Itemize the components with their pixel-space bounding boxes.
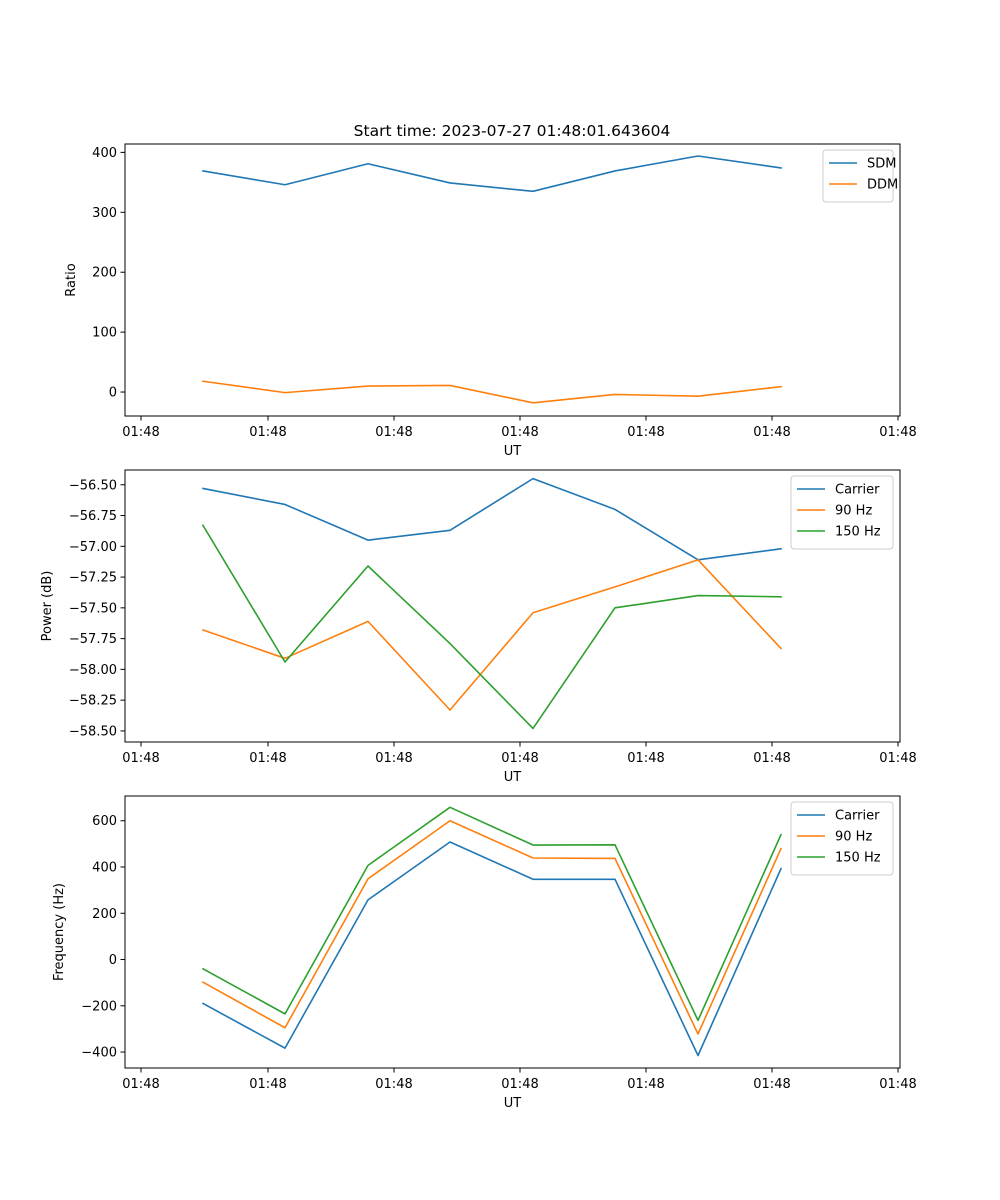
- legend-label: SDM: [867, 157, 896, 172]
- x-tick-label: 01:48: [879, 1077, 916, 1092]
- x-tick-label: 01:48: [375, 751, 412, 766]
- subplot-3: 01:48 01:48 01:48 01:48 01:48 01:48 01:48 −400 −…: [52, 795, 917, 1111]
- y-tick-label: 300: [92, 206, 117, 221]
- x-tick-label: 01:48: [501, 425, 538, 440]
- y-tick-label: 200: [92, 907, 117, 922]
- y-tick-label: −58.00: [69, 663, 117, 678]
- x-tick-label: 01:48: [501, 1077, 538, 1092]
- y-tick-label: −400: [81, 1046, 117, 1061]
- y-tick-label: 400: [92, 146, 117, 161]
- y-tick-label: −56.50: [69, 478, 117, 493]
- y-tick-label: 100: [92, 326, 117, 341]
- y-tick-label: 200: [92, 266, 117, 281]
- y-tick-label: −58.25: [69, 694, 117, 709]
- y-axis-label: Ratio: [64, 263, 79, 296]
- legend-label: 150 Hz: [835, 525, 881, 540]
- y-axis-label: Frequency (Hz): [52, 883, 67, 981]
- series-group: [202, 155, 782, 404]
- y-tick-label: −57.00: [69, 540, 117, 555]
- x-tick-label: 01:48: [879, 751, 916, 766]
- x-tick-label: 01:48: [753, 1077, 790, 1092]
- y-tick-label: 600: [92, 814, 117, 829]
- figure-title: Start time: 2023-07-27 01:48:01.643604: [354, 122, 671, 140]
- y-tick-label: 400: [92, 861, 117, 876]
- series-line-90-hz: [201, 819, 783, 1035]
- legend-label: 150 Hz: [835, 851, 881, 866]
- legend-label: Carrier: [835, 483, 880, 498]
- x-tick-label: 01:48: [627, 1077, 664, 1092]
- x-axis-label: UT: [504, 770, 522, 785]
- x-tick-label: 01:48: [249, 425, 286, 440]
- y-axis-label: Power (dB): [40, 571, 55, 642]
- legend-label: 90 Hz: [835, 830, 872, 845]
- series-line-carrier: [202, 477, 782, 561]
- x-tick-label: 01:48: [122, 751, 159, 766]
- x-tick-label: 01:48: [501, 751, 538, 766]
- subplot-1: 01:48 01:48 01:48 01:48 01:48 01:48 01:48 0 100 2…: [64, 143, 917, 459]
- y-tick-label: −57.25: [69, 571, 117, 586]
- series-group: [201, 806, 783, 1057]
- legend-label: DDM: [867, 178, 898, 193]
- series-line-carrier: [201, 841, 783, 1057]
- y-tick-label: −57.75: [69, 632, 117, 647]
- x-axis-label: UT: [504, 1096, 522, 1111]
- y-tick-label: −57.50: [69, 601, 117, 616]
- legend-label: Carrier: [835, 809, 880, 824]
- series-group: [201, 477, 783, 730]
- x-tick-label: 01:48: [375, 1077, 412, 1092]
- legend: Carrier 90 Hz 150 Hz: [790, 801, 894, 876]
- x-tick-label: 01:48: [122, 1077, 159, 1092]
- x-tick-label: 01:48: [627, 425, 664, 440]
- x-tick-label: 01:48: [249, 751, 286, 766]
- x-axis-label: UT: [504, 444, 522, 459]
- y-tick-label: 0: [109, 386, 117, 401]
- axes-frame: [124, 143, 901, 417]
- series-line-150-hz: [201, 806, 783, 1022]
- x-tick-label: 01:48: [627, 751, 664, 766]
- y-tick-label: −56.75: [69, 509, 117, 524]
- series-line-ddm: [202, 380, 782, 404]
- legend: SDM DDM: [822, 149, 898, 203]
- y-tick-label: −58.50: [69, 724, 117, 739]
- subplots: 01:48 01:48 01:48 01:48 01:48 01:48 01:48 0 100 2…: [40, 143, 917, 1111]
- series-line-sdm: [202, 155, 782, 193]
- x-tick-label: 01:48: [122, 425, 159, 440]
- x-tick-label: 01:48: [879, 425, 916, 440]
- axes-frame: [124, 469, 901, 743]
- legend: Carrier 90 Hz 150 Hz: [790, 475, 894, 550]
- x-tick-label: 01:48: [375, 425, 412, 440]
- subplot-2: 01:48 01:48 01:48 01:48 01:48 01:48 01:48 −58.5…: [40, 469, 917, 785]
- x-tick-label: 01:48: [249, 1077, 286, 1092]
- x-tick-label: 01:48: [753, 751, 790, 766]
- axes-frame: [124, 795, 901, 1069]
- legend-label: 90 Hz: [835, 504, 872, 519]
- series-line-90-hz: [201, 559, 783, 711]
- x-tick-label: 01:48: [753, 425, 790, 440]
- y-tick-label: 0: [109, 953, 117, 968]
- y-tick-label: −200: [81, 999, 117, 1014]
- series-line-150-hz: [201, 524, 782, 730]
